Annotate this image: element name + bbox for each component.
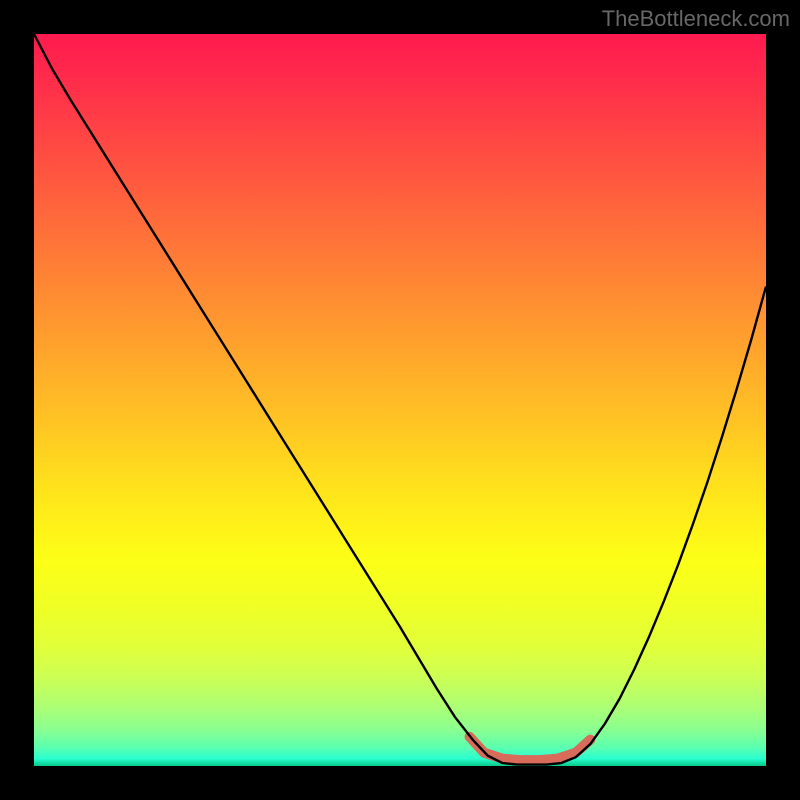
watermark-text: TheBottleneck.com	[602, 6, 790, 32]
curve-layer	[34, 34, 766, 766]
plot-area	[34, 34, 766, 766]
bottleneck-curve	[34, 34, 766, 765]
chart-container: TheBottleneck.com	[0, 0, 800, 800]
